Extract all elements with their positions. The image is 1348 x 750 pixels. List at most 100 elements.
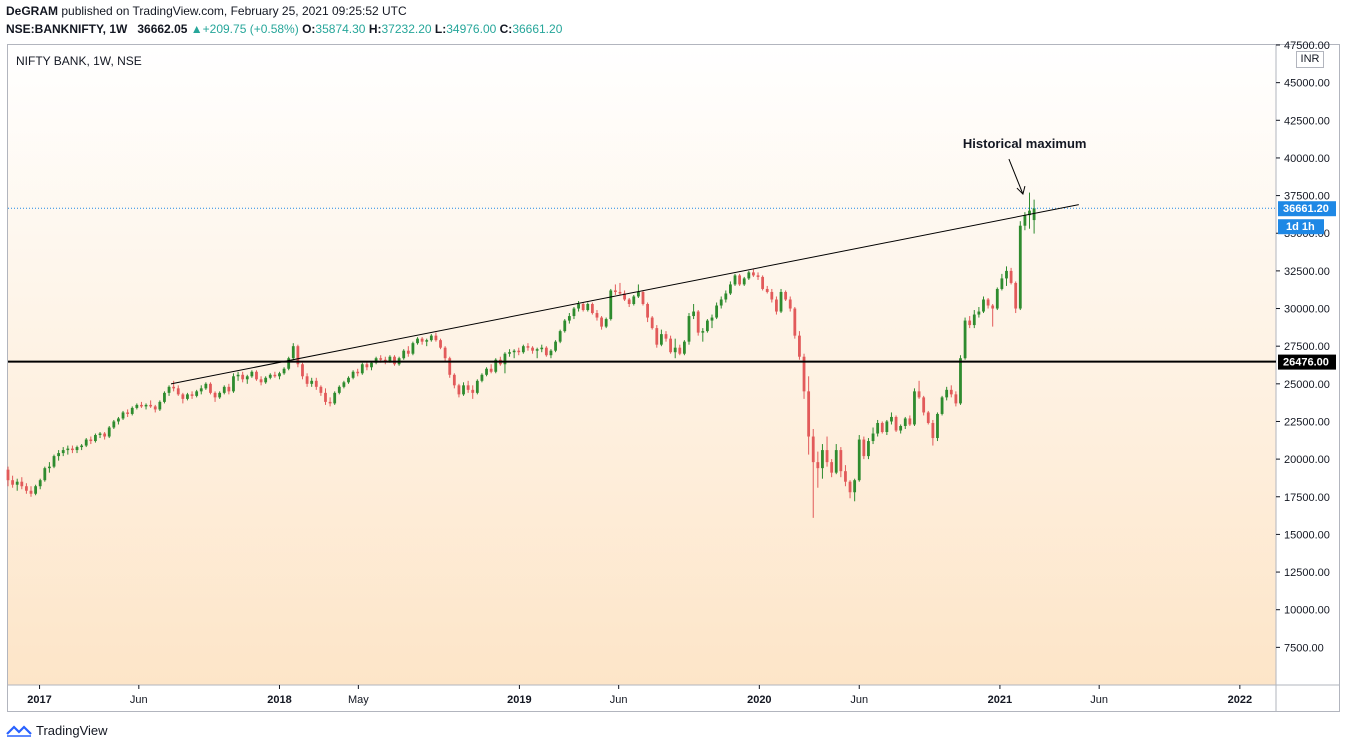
candle-body: [696, 311, 700, 333]
candle-body: [995, 288, 999, 309]
candle-body: [443, 347, 447, 359]
candle: [931, 419, 935, 446]
candle-body: [462, 385, 465, 395]
candle: [236, 371, 240, 381]
candle-body: [213, 392, 217, 398]
price-axis[interactable]: 7500.00 10000.00 12500.00 15000.00 17500.00 2…: [1276, 40, 1330, 654]
candle: [25, 483, 28, 494]
candle: [572, 307, 576, 320]
candle-body: [379, 358, 383, 360]
candle-body: [80, 445, 84, 448]
x-tick-label: Jun: [1090, 694, 1108, 706]
x-tick-label: 2019: [507, 694, 531, 706]
trend-line[interactable]: [170, 204, 1079, 385]
y-tick-label: 27500.00: [1284, 341, 1330, 353]
candle-body: [765, 288, 769, 292]
candle: [38, 478, 42, 490]
brand-label[interactable]: TradingView: [36, 723, 108, 738]
candle: [480, 373, 484, 383]
author-name[interactable]: DeGRAM: [6, 4, 59, 18]
candle-body: [204, 383, 208, 389]
annotation-arrow-head: [1016, 185, 1026, 196]
currency-button[interactable]: INR: [1296, 51, 1324, 68]
candle-body: [922, 397, 926, 413]
candle-body: [581, 304, 585, 311]
candle: [305, 373, 309, 387]
candle-body: [899, 425, 903, 431]
candle: [291, 343, 295, 360]
candle-body: [986, 299, 990, 306]
candle: [406, 346, 410, 357]
candle: [521, 344, 525, 354]
candle-body: [752, 272, 755, 276]
candle: [374, 356, 378, 365]
candle: [554, 340, 557, 353]
candle: [913, 388, 916, 426]
candle: [885, 419, 889, 436]
candle-body: [540, 347, 544, 350]
candle-body: [52, 456, 56, 467]
candle: [411, 341, 415, 356]
candle: [222, 385, 226, 395]
time-axis[interactable]: 2017 Jun 2018 May 2019 Jun 2020 Jun 2021 Jun 2022: [27, 685, 1252, 706]
candle: [319, 385, 323, 396]
candle: [627, 297, 631, 308]
candle: [126, 409, 130, 417]
candle: [788, 296, 792, 312]
candle: [383, 356, 387, 365]
candle-body: [425, 340, 429, 342]
candle: [356, 368, 360, 377]
candle: [429, 334, 433, 342]
candle-body: [650, 317, 654, 329]
candle: [52, 454, 56, 469]
candle-body: [761, 276, 765, 289]
candle: [508, 349, 511, 357]
candle-body: [107, 427, 111, 437]
candle-body: [337, 386, 341, 393]
candle: [370, 361, 373, 371]
candle-body: [572, 308, 576, 317]
candle: [664, 331, 668, 342]
candle: [830, 459, 834, 478]
candle-body: [416, 338, 419, 344]
candle-body: [862, 439, 866, 457]
y-tick-label: 25000.00: [1284, 379, 1330, 391]
candle-body: [218, 392, 222, 398]
candle: [558, 329, 562, 344]
publication-line: DeGRAM published on TradingView.com, Feb…: [6, 4, 407, 18]
candle-body: [121, 412, 125, 419]
candle-body: [282, 368, 286, 374]
candle: [959, 355, 962, 405]
candle: [733, 273, 737, 286]
candle: [204, 382, 208, 390]
x-tick-label: Jun: [130, 694, 148, 706]
x-tick-label: Jun: [850, 694, 868, 706]
candle: [402, 349, 406, 360]
candle-body: [181, 394, 185, 399]
candle: [752, 269, 755, 277]
level-price-tag: 26476.00: [1278, 354, 1336, 370]
chart-title: NIFTY BANK, 1W, NSE: [16, 54, 142, 68]
candle-body: [830, 462, 834, 473]
candle-body: [972, 314, 976, 326]
open-value: 35874.30: [315, 22, 366, 36]
candle: [342, 380, 346, 389]
candle: [34, 484, 38, 496]
candle: [425, 338, 429, 347]
candle: [604, 317, 608, 329]
x-tick-label: 2020: [747, 694, 771, 706]
candle-body: [779, 291, 783, 312]
candle-body: [816, 462, 820, 469]
y-tick-label: 42500.00: [1284, 115, 1330, 127]
candle: [209, 382, 212, 395]
candle: [531, 346, 534, 354]
candle-body: [287, 358, 291, 369]
candle-body: [959, 358, 962, 404]
candle: [1028, 192, 1031, 229]
candle-body: [913, 391, 916, 425]
candle: [117, 416, 120, 425]
candle-body: [232, 376, 235, 392]
candle-body: [710, 317, 714, 321]
x-tick-label: Jun: [610, 694, 628, 706]
